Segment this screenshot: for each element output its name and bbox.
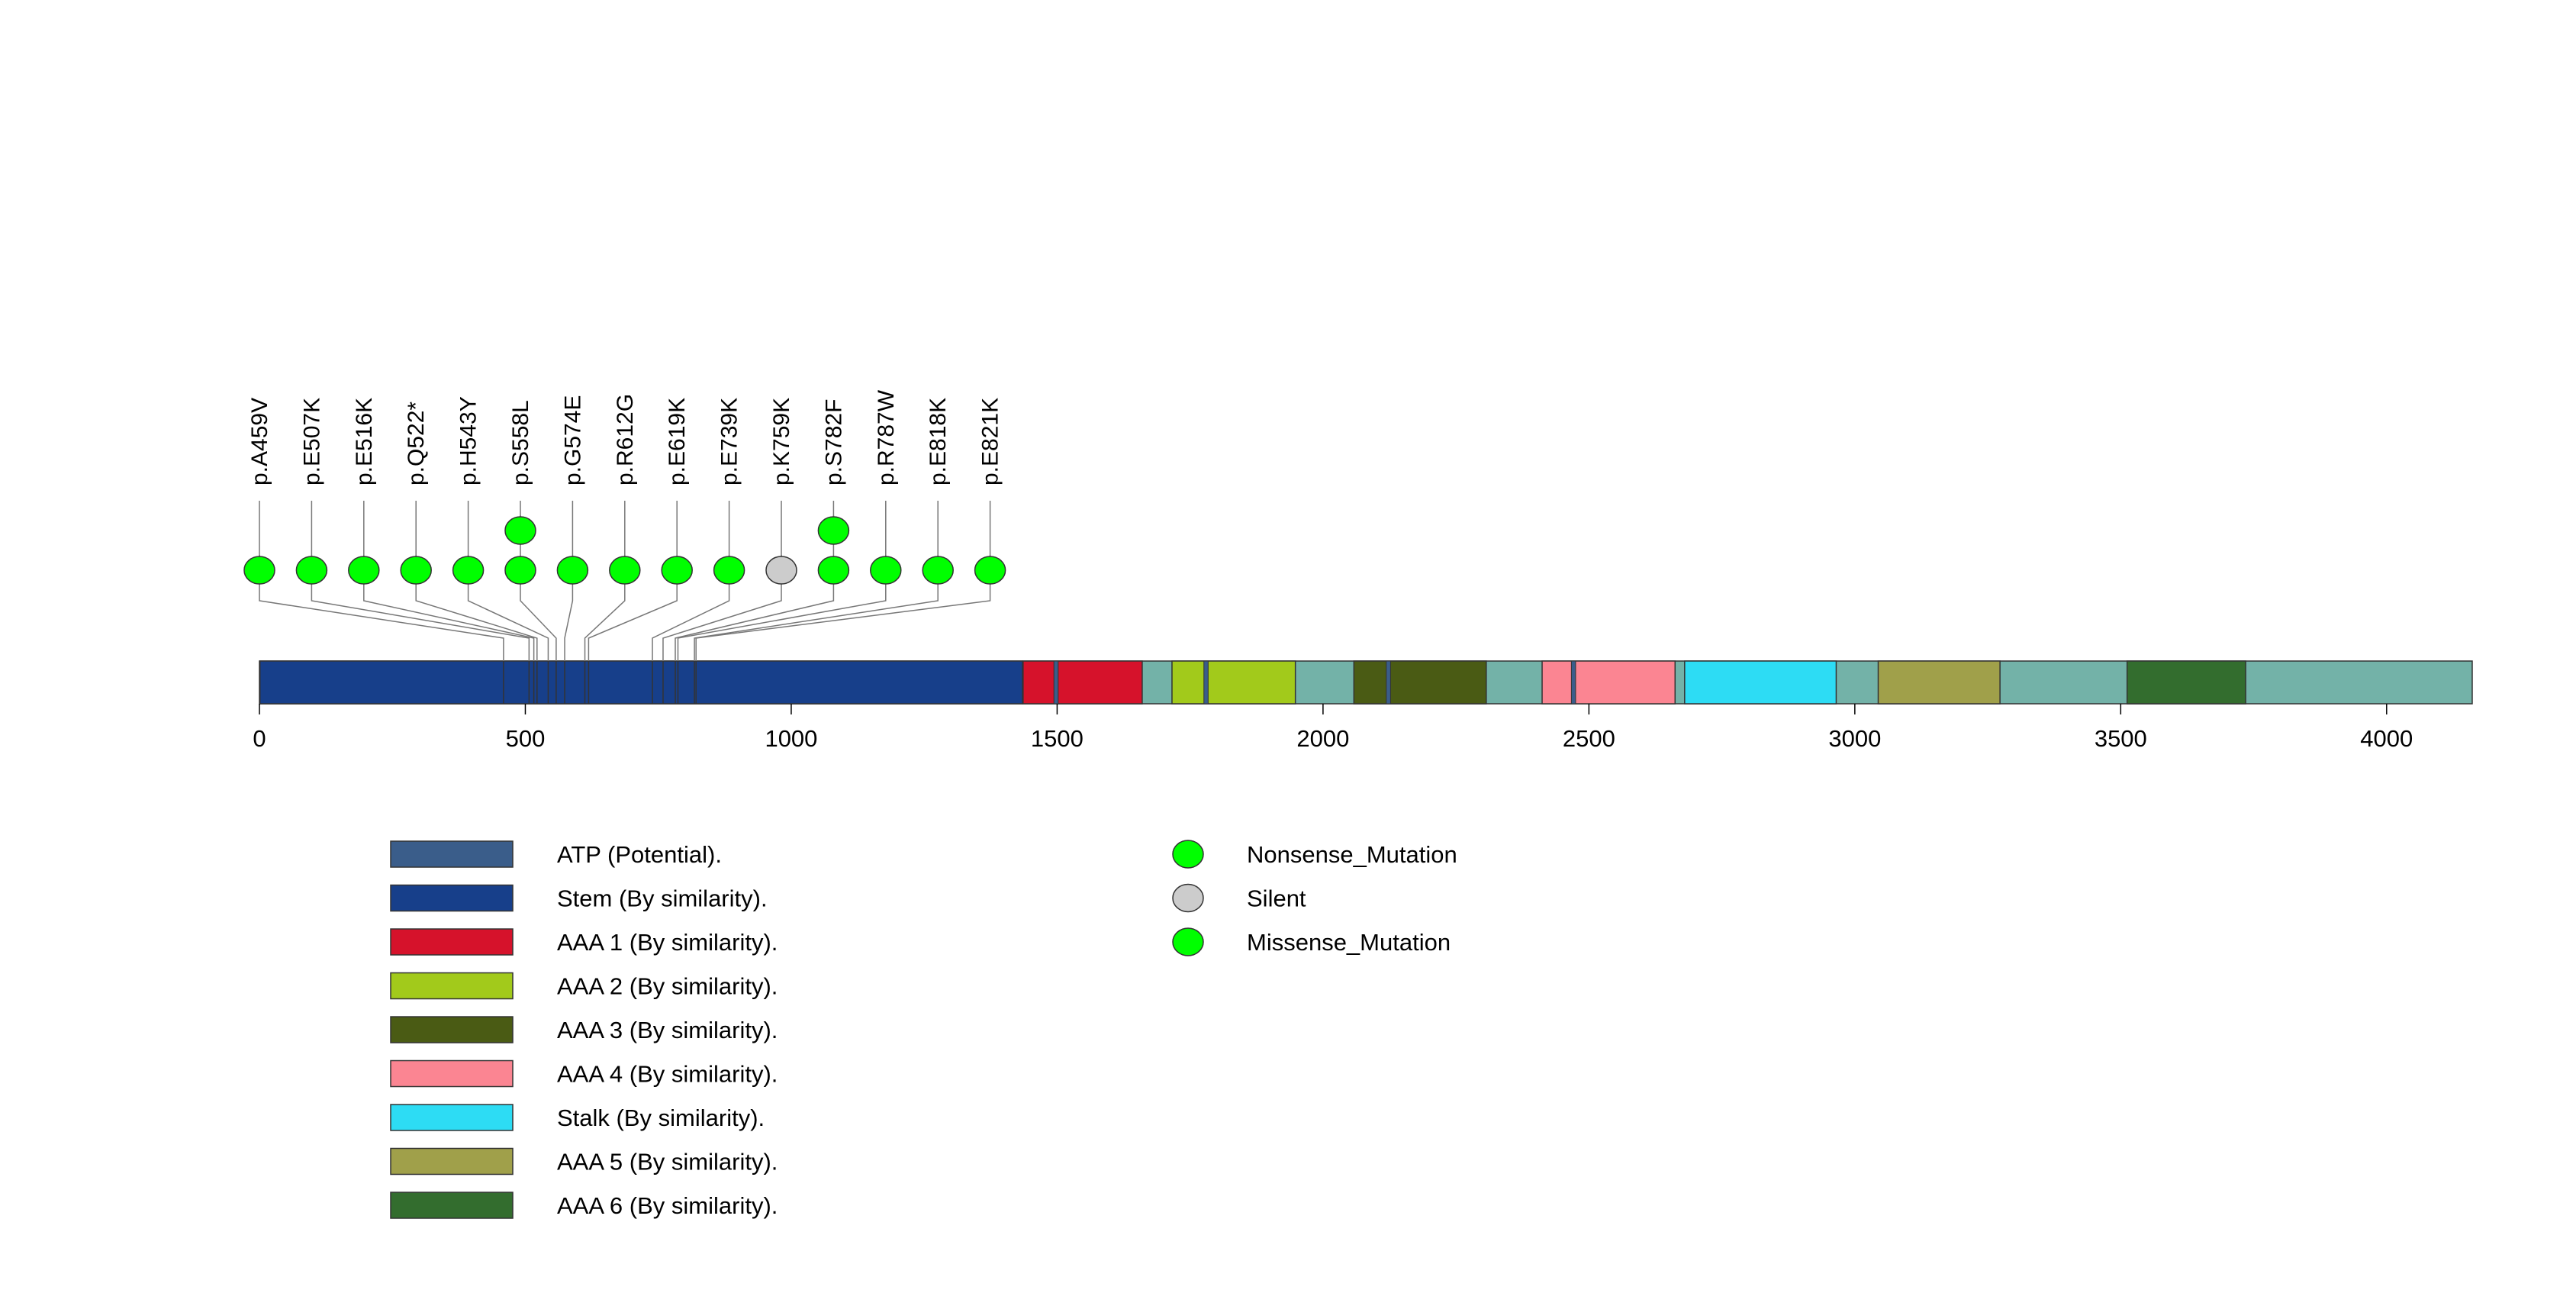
legend-label: AAA 1 (By similarity).: [557, 929, 778, 956]
x-tick-label: 3500: [2095, 725, 2147, 752]
mutation-label: p.Q522*: [404, 402, 429, 485]
mutation-head: [400, 556, 432, 585]
legend-mutation-marker: [1172, 927, 1204, 956]
legend-label: AAA 6 (By similarity).: [557, 1192, 778, 1219]
legend-swatch: [390, 1104, 514, 1131]
legend-swatch: [390, 1192, 514, 1219]
mutation-label: p.S782F: [821, 399, 846, 485]
mutation-label: p.G574E: [560, 395, 585, 485]
mutation-head-layer: [243, 516, 1006, 585]
x-tick-label: 4000: [2360, 725, 2413, 752]
mutation-head: [713, 556, 745, 585]
legend-mutation-marker: [1172, 840, 1204, 869]
atp-site: [1053, 660, 1059, 705]
legend: ATP (Potential). Stem (By similarity). AAA…: [390, 840, 1457, 1219]
x-tick-label: 1500: [1031, 725, 1084, 752]
domain-layer: [259, 660, 2246, 705]
mutation-label: p.K759K: [769, 398, 794, 485]
domain-aaa-6: [2126, 660, 2246, 705]
atp-site: [1386, 660, 1391, 705]
legend-mutation-label: Silent: [1247, 885, 1306, 912]
legend-swatch: [390, 884, 514, 912]
legend-swatch: [390, 1059, 514, 1088]
mutation-head: [504, 516, 536, 545]
legend-label: AAA 3 (By similarity).: [557, 1017, 778, 1043]
domain-aaa-1: [1022, 660, 1143, 705]
domain-aaa-3: [1353, 660, 1487, 705]
legend-swatch: [390, 928, 514, 956]
mutation-head: [870, 556, 902, 585]
mutation-label: p.E507K: [299, 398, 324, 485]
mutation-head: [817, 516, 850, 545]
mutation-head: [556, 556, 589, 585]
legend-mutation-label: Missense_Mutation: [1247, 929, 1451, 956]
legend-label: ATP (Potential).: [557, 841, 722, 868]
legend-label: Stalk (By similarity).: [557, 1105, 765, 1131]
x-tick-label: 2000: [1296, 725, 1349, 752]
legend-swatch: [390, 972, 514, 1000]
mutation-head: [922, 556, 954, 585]
legend-mutation-label: Nonsense_Mutation: [1247, 841, 1457, 868]
mutation-label: p.E821K: [978, 398, 1003, 485]
mutation-head: [765, 556, 797, 585]
legend-label: Stem (By similarity).: [557, 885, 768, 912]
mutation-head: [504, 556, 536, 585]
x-tick-label: 0: [253, 725, 266, 752]
legend-mutation-marker: [1172, 883, 1204, 913]
domain-aaa-5: [1877, 660, 2001, 705]
mutation-label: p.E818K: [926, 398, 951, 485]
atp-site-layer: [1053, 660, 1576, 705]
mutation-label: p.E619K: [665, 398, 690, 485]
domain-aaa-4: [1541, 660, 1676, 705]
domain-stem: [259, 660, 1023, 705]
mutation-label: p.A459V: [247, 398, 272, 485]
domain-stalk: [1684, 660, 1837, 705]
mutation-head: [295, 556, 328, 585]
x-tick-label: 3000: [1828, 725, 1881, 752]
x-tick-label: 500: [506, 725, 546, 752]
domain-aaa-2: [1171, 660, 1296, 705]
legend-swatch: [390, 840, 514, 868]
legend-label: AAA 5 (By similarity).: [557, 1149, 778, 1176]
atp-site: [1570, 660, 1576, 705]
mutation-label-layer: p.A459V p.E507K p.E516K p.Q522* p.H543Y p.S55…: [247, 389, 1003, 485]
mutation-stem: [675, 515, 835, 661]
mutation-label: p.E516K: [352, 398, 377, 485]
mutation-label: p.E739K: [717, 398, 742, 485]
x-axis: 0 500 1000 1500 2000 2500 3000 3500 4000: [253, 704, 2413, 752]
mutation-head: [817, 556, 850, 585]
legend-label: AAA 2 (By similarity).: [557, 973, 778, 1000]
mutation-head: [661, 556, 693, 585]
mutation-head: [243, 556, 275, 585]
mutation-label: p.R612G: [613, 394, 638, 485]
legend-swatch: [390, 1016, 514, 1043]
mutation-label: p.S558L: [508, 400, 533, 485]
atp-site: [1203, 660, 1209, 705]
mutation-head: [348, 556, 380, 585]
mutation-head: [609, 556, 641, 585]
legend-label: AAA 4 (By similarity).: [557, 1061, 778, 1088]
x-tick-label: 1000: [765, 725, 817, 752]
mutation-head: [974, 556, 1006, 585]
mutation-head: [452, 556, 485, 585]
mutation-label: p.R787W: [874, 389, 899, 485]
legend-swatch: [390, 1147, 514, 1176]
x-tick-label: 2500: [1563, 725, 1615, 752]
mutation-label: p.H543Y: [456, 396, 481, 485]
